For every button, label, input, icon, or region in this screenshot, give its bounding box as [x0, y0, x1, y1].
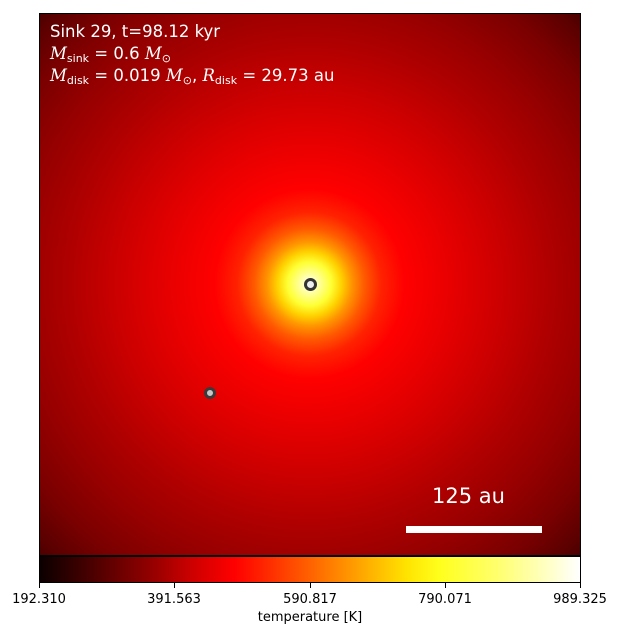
- solar-subscript-2: ⊙: [182, 74, 192, 87]
- temperature-map: Sink 29, t=98.12 kyr Msink = 0.6 M⊙ Mdis…: [39, 13, 581, 556]
- colorbar-tick-label: 989.325: [553, 592, 607, 607]
- solar-subscript: ⊙: [161, 52, 171, 65]
- colorbar-tick: [445, 583, 446, 588]
- scale-bar-label: 125 au: [432, 484, 505, 508]
- sink-mass-symbol: M: [50, 44, 67, 63]
- colorbar-tick-label: 192.310: [12, 592, 66, 607]
- colorbar-tick-label: 590.817: [283, 592, 337, 607]
- sink-title: Sink 29, t=98.12 kyr: [50, 22, 221, 41]
- colorbar-label: temperature [K]: [257, 610, 363, 625]
- sink-mass-subscript: sink: [66, 52, 90, 65]
- disk-properties-label: Mdisk = 0.019 M⊙, Rdisk = 29.73 au: [50, 66, 335, 87]
- solar-mass-symbol-2: M: [165, 66, 183, 85]
- disk-radius-subscript: disk: [214, 74, 238, 87]
- colorbar-tick: [310, 583, 311, 588]
- central-sink-marker: [304, 278, 317, 291]
- disk-mass-subscript: disk: [66, 74, 90, 87]
- disk-radius-value: = 29.73 au: [242, 66, 335, 85]
- disk-radius-symbol: R: [202, 66, 215, 85]
- scale-bar: [406, 526, 542, 533]
- colorbar: [39, 556, 581, 583]
- sink-mass-label: Msink = 0.6 M⊙: [50, 44, 171, 69]
- colorbar-tick: [39, 583, 40, 588]
- colorbar-tick: [580, 583, 581, 588]
- disk-mass-symbol: M: [50, 66, 67, 85]
- colorbar-tick: [174, 583, 175, 588]
- sink-mass-value: = 0.6: [94, 44, 140, 63]
- colorbar-tick-label: 790.071: [418, 592, 472, 607]
- solar-mass-symbol: M: [144, 44, 162, 63]
- colorbar-tick-label: 391.563: [147, 592, 201, 607]
- disk-mass-value: = 0.019: [94, 66, 161, 85]
- secondary-sink-marker: [204, 387, 216, 399]
